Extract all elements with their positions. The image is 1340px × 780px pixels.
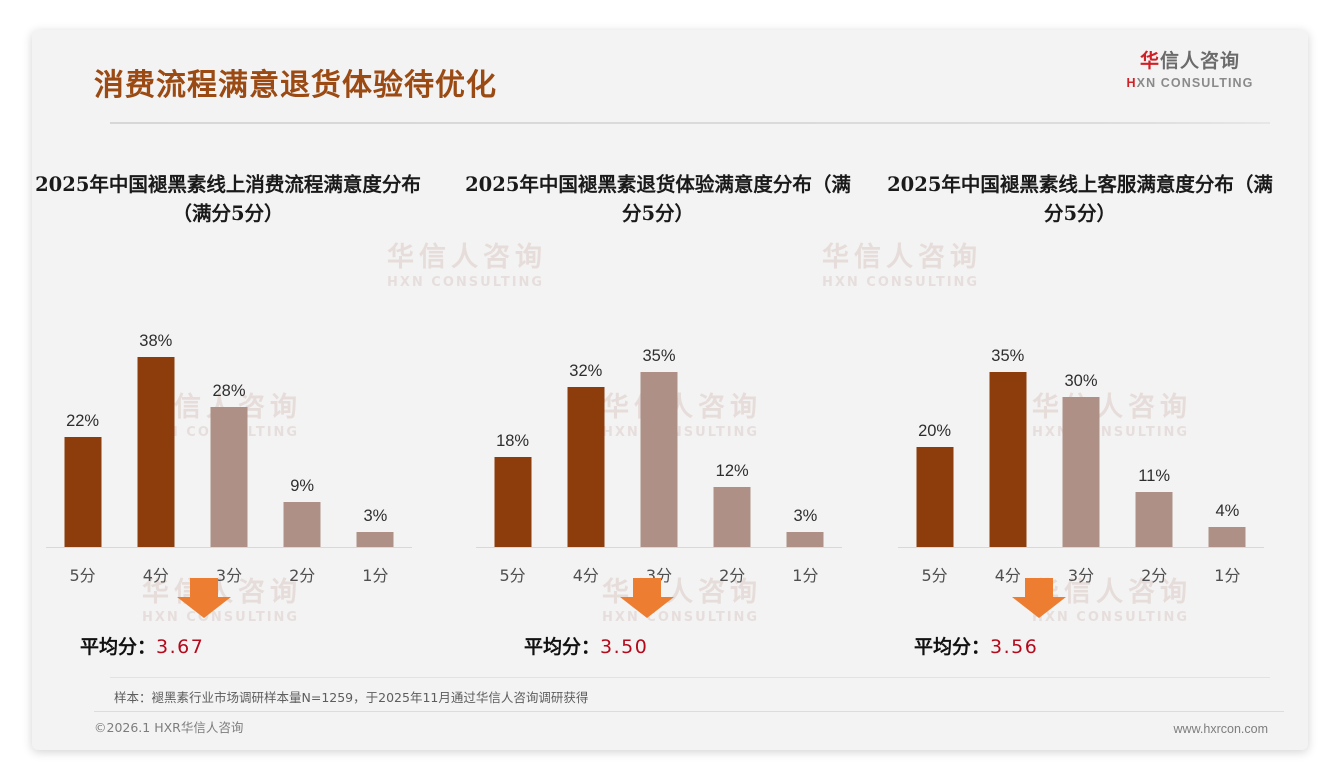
footer-divider xyxy=(94,711,1284,712)
down-arrow-icon xyxy=(177,578,231,618)
bar-value-label: 18% xyxy=(496,432,530,450)
x-axis-tick-label: 3分 xyxy=(1067,566,1095,585)
x-axis-tick-label: 1分 xyxy=(1214,566,1241,585)
arrow-shaft xyxy=(190,578,218,598)
average-score-3: 平均分：3.56 xyxy=(914,632,1038,659)
bar: 22% xyxy=(64,412,102,547)
chart-title: 2025年中国褪黑素退货体验满意度分布（满分5分） xyxy=(465,173,851,226)
bar: 20% xyxy=(916,422,954,547)
average-label: 平均分： xyxy=(80,636,157,658)
bar: 35% xyxy=(989,347,1027,547)
bar-value-label: 35% xyxy=(642,347,676,365)
bar: 9% xyxy=(283,477,321,547)
bar: 12% xyxy=(713,462,751,547)
source-note: 样本：褪黑素行业市场调研样本量N=1259，于2025年11月通过华信人咨询调研… xyxy=(114,690,589,705)
bar: 38% xyxy=(137,332,175,547)
bar-value-label: 35% xyxy=(991,347,1025,365)
x-axis-tick-label: 4分 xyxy=(572,566,599,585)
bar-chart-3: 20% 35% 30% 11% 4% 5分 4分 3分 2分 1分 xyxy=(898,298,1264,585)
logo-chinese-name: 华信人咨询 xyxy=(1110,50,1270,74)
x-axis-tick-label: 3分 xyxy=(215,566,243,585)
x-axis-tick-label: 5分 xyxy=(69,566,96,585)
x-axis-tick-label: 5分 xyxy=(499,566,526,585)
bar: 3% xyxy=(356,507,394,547)
bar-chart-1: 22% 38% 28% 9% 3% 5分 4分 3分 2分 1分 xyxy=(46,298,412,585)
bar-value-label: 4% xyxy=(1215,502,1240,520)
company-logo: 华信人咨询 HXN CONSULTING xyxy=(1110,50,1270,90)
x-axis-labels: 5分 4分 3分 2分 1分 xyxy=(46,548,412,588)
header-divider xyxy=(110,122,1270,124)
bar-value-label: 3% xyxy=(363,507,388,525)
bar-value-label: 30% xyxy=(1064,372,1098,390)
bar-chart-2: 18% 32% 35% 12% 3% 5分 4分 3分 2分 1分 xyxy=(476,298,842,585)
x-axis-tick-label: 4分 xyxy=(994,566,1021,585)
plot-area: 18% 32% 35% 12% 3% xyxy=(476,337,842,547)
bar-value-label: 38% xyxy=(139,332,173,350)
bar-value-label: 9% xyxy=(290,477,315,495)
bar: 28% xyxy=(210,382,248,547)
chart-panel-3: 2025年中国褪黑素线上客服满意度分布（满分5分） 20% 35% 30% 11% 4%… xyxy=(884,148,1276,668)
average-label: 平均分： xyxy=(524,636,601,658)
bar: 18% xyxy=(494,432,532,547)
footnote-divider xyxy=(110,677,1270,678)
bar-value-label: 32% xyxy=(569,362,603,380)
arrow-head xyxy=(177,597,231,618)
chart-title: 2025年中国褪黑素线上消费流程满意度分布（满分5分） xyxy=(35,173,421,226)
plot-area: 22% 38% 28% 9% 3% xyxy=(46,332,412,547)
down-arrow-icon xyxy=(620,578,674,618)
chart-title: 2025年中国褪黑素线上客服满意度分布（满分5分） xyxy=(887,173,1273,226)
chart-panel-1: 2025年中国褪黑素线上消费流程满意度分布（满分5分） 22% 38% 28% 9% 3… xyxy=(32,148,424,668)
x-axis-tick-label: 1分 xyxy=(792,566,819,585)
average-score-2: 平均分：3.50 xyxy=(524,632,648,659)
x-axis-tick-label: 4分 xyxy=(142,566,169,585)
bar: 35% xyxy=(640,347,678,547)
arrow-shaft xyxy=(1025,578,1053,598)
chart-panel-2: 2025年中国褪黑素退货体验满意度分布（满分5分） 18% 32% 35% 12% 3%… xyxy=(462,148,854,668)
copyright-text: ©2026.1 HXR华信人咨询 xyxy=(94,720,244,735)
x-axis-tick-label: 5分 xyxy=(921,566,948,585)
slide: 消费流程满意退货体验待优化 华信人咨询 HXN CONSULTING 华信人咨询… xyxy=(32,30,1308,750)
website-link[interactable]: www.hxrcon.com xyxy=(1173,722,1268,736)
bar: 3% xyxy=(786,507,824,547)
x-axis-tick-label: 2分 xyxy=(289,566,316,585)
x-axis-tick-label: 2分 xyxy=(1141,566,1168,585)
x-axis-line xyxy=(46,547,412,548)
x-axis-line xyxy=(898,547,1264,548)
average-value: 3.67 xyxy=(156,636,205,658)
bar-value-label: 22% xyxy=(66,412,100,430)
bar: 11% xyxy=(1135,467,1173,547)
average-value: 3.56 xyxy=(990,636,1039,658)
bar-value-label: 20% xyxy=(918,422,952,440)
bar: 4% xyxy=(1208,502,1246,547)
bar-value-label: 11% xyxy=(1138,467,1171,485)
bar-value-label: 28% xyxy=(212,382,246,400)
bar-value-label: 12% xyxy=(715,462,749,480)
x-axis-tick-label: 2分 xyxy=(719,566,746,585)
bar: 32% xyxy=(567,362,605,547)
down-arrow-icon xyxy=(1012,578,1066,618)
x-axis-tick-label: 1分 xyxy=(362,566,389,585)
bar-value-label: 3% xyxy=(793,507,818,525)
arrow-head xyxy=(1012,597,1066,618)
logo-char-hua: 华 xyxy=(1139,50,1160,72)
arrow-head xyxy=(620,597,674,618)
logo-char-h: H xyxy=(1126,75,1137,90)
arrow-shaft xyxy=(633,578,661,598)
logo-chinese-rest: 信人咨询 xyxy=(1160,50,1241,72)
average-label: 平均分： xyxy=(914,636,991,658)
average-value: 3.50 xyxy=(600,636,649,658)
logo-english-rest: XN CONSULTING xyxy=(1136,75,1254,90)
charts-container: 2025年中国褪黑素线上消费流程满意度分布（满分5分） 22% 38% 28% 9% 3… xyxy=(32,148,1308,668)
page-title: 消费流程满意退货体验待优化 xyxy=(94,68,497,103)
bar: 30% xyxy=(1062,372,1100,547)
x-axis-line xyxy=(476,547,842,548)
logo-english-name: HXN CONSULTING xyxy=(1110,76,1270,90)
x-axis-labels: 5分 4分 3分 2分 1分 xyxy=(476,548,842,588)
x-axis-labels: 5分 4分 3分 2分 1分 xyxy=(898,548,1264,588)
plot-area: 20% 35% 30% 11% 4% xyxy=(898,337,1264,547)
average-score-1: 平均分：3.67 xyxy=(80,632,204,659)
